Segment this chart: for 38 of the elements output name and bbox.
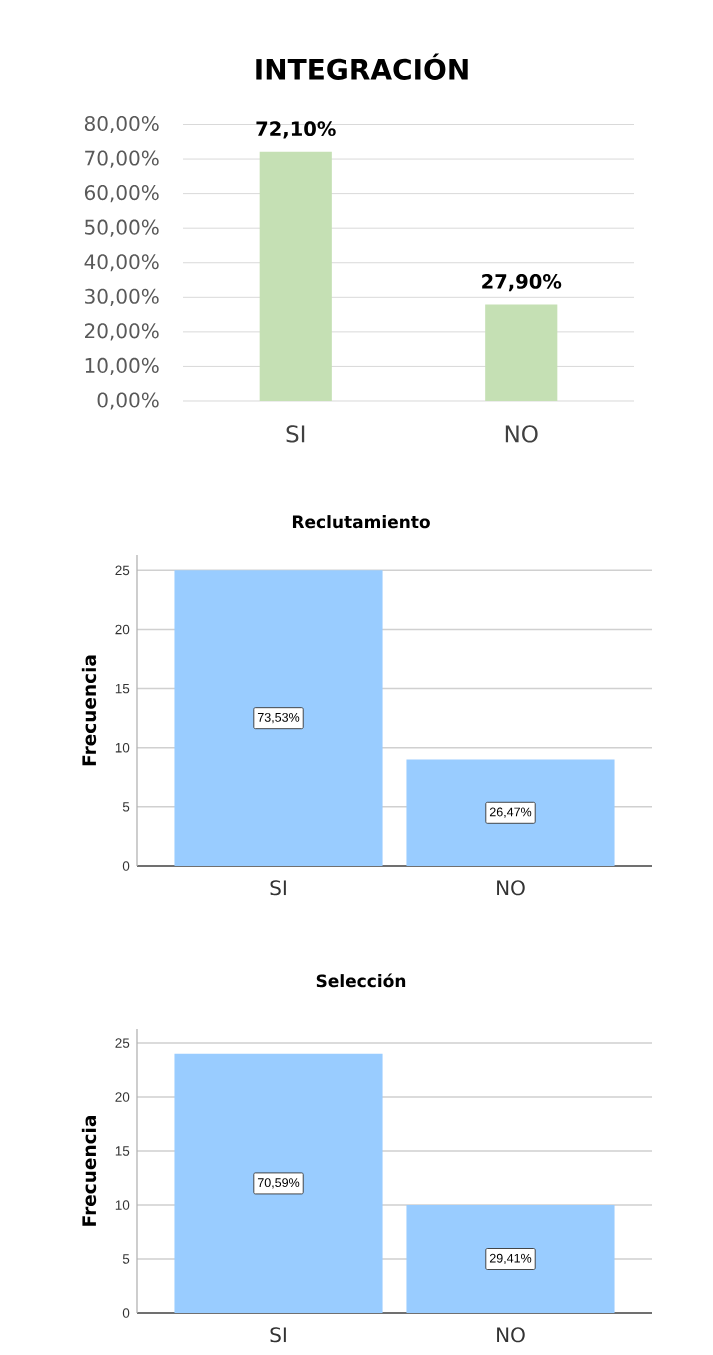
y-tick-label: 40,00% [84,254,159,272]
y-tick-label: 10 [115,1200,130,1210]
annotation: 70,59% [257,1178,300,1189]
x-tick-label: SI [286,425,305,443]
y-tick-label: 20 [115,1092,130,1102]
y-tick-label: 10 [115,742,130,753]
y-tick-label: 5 [122,802,130,812]
y-tick-label: 70,00% [85,150,159,168]
annotation: 29,41% [489,1253,532,1265]
y-axis-title: Frecuencia [81,655,97,766]
y-tick-label: 10,00% [85,357,159,376]
x-tick-label: SI [270,1327,286,1343]
y-tick-label: 0 [122,1308,130,1318]
y-tick-label: 5 [122,1254,130,1264]
y-tick-label: 80,00% [84,115,159,134]
y-tick-label: 0 [122,861,130,871]
x-tick-label: SI [270,880,286,896]
chart-title: Reclutamiento [292,515,430,529]
y-tick-label: 30,00% [85,288,159,306]
y-tick-label: 20 [115,624,130,635]
y-tick-label: 15 [115,1146,130,1156]
x-tick-label: NO [497,1327,525,1343]
chart-title: INTEGRACIÓN [256,53,468,80]
y-tick-label: 50,00% [85,219,159,237]
y-tick-label: 60,00% [84,185,159,203]
x-tick-label: NO [497,880,525,896]
data-label: 27,90% [482,274,562,292]
x-tick-label: NO [505,425,538,443]
data-label: 72,10% [256,121,336,139]
annotation: 73,53% [257,712,300,724]
annotation: 26,47% [489,807,532,818]
y-axis-title: Frecuencia [81,1116,97,1226]
y-tick-label: 15 [115,683,130,694]
chart-title: Selección [316,973,406,988]
y-tick-label: 0,00% [97,392,159,410]
y-tick-label: 25 [115,565,130,576]
y-tick-label: 25 [115,1038,130,1048]
y-tick-label: 20,00% [85,323,159,341]
